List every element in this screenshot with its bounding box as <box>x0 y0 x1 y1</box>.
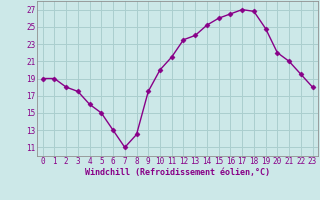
X-axis label: Windchill (Refroidissement éolien,°C): Windchill (Refroidissement éolien,°C) <box>85 168 270 177</box>
